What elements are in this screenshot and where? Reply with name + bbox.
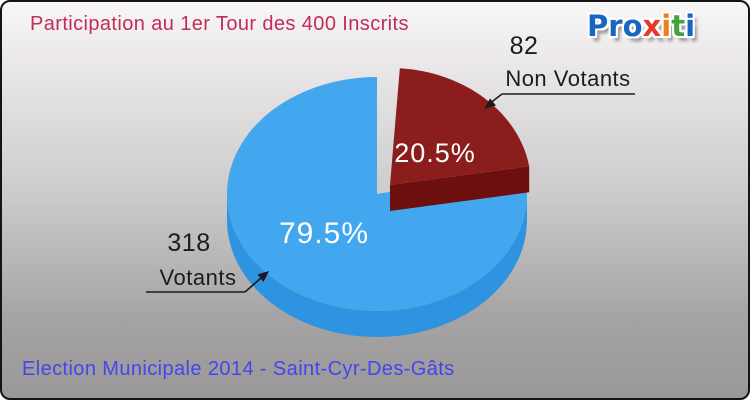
callout-value-non-votants: 82 (509, 32, 539, 60)
chart-title: Participation au 1er Tour des 400 Inscri… (30, 13, 409, 35)
slice-percent-label-non-votants: 20.5% (394, 138, 476, 168)
callout-label-votants: Votants (159, 265, 237, 290)
pie-slice-votants (227, 77, 527, 311)
pie-wall-non-votants (390, 166, 530, 211)
footer-caption: Election Municipale 2014 - Saint-Cyr-Des… (22, 358, 455, 380)
pie-slice-non-votants (390, 68, 530, 185)
callout-line-votants (244, 277, 262, 293)
logo-letter: P (587, 9, 609, 43)
pie-slices (227, 68, 530, 337)
slice-percent-label-votants: 79.5% (278, 217, 370, 250)
pie-rim-votants (227, 194, 527, 337)
logo-letter: o (622, 9, 643, 43)
callout-value-votants: 318 (167, 229, 211, 257)
logo-letter: i (661, 9, 672, 43)
proxiti-logo[interactable]: Proxiti (587, 9, 695, 43)
logo-letter: i (685, 9, 696, 43)
callout-arrowhead-votants (257, 271, 269, 282)
logo-letter: x (642, 9, 662, 43)
callout-label-non-votants: Non Votants (505, 66, 631, 91)
callout-arrowhead-non-votants (484, 98, 496, 109)
logo-letter: t (671, 9, 686, 43)
logo-letter: r (608, 9, 623, 43)
